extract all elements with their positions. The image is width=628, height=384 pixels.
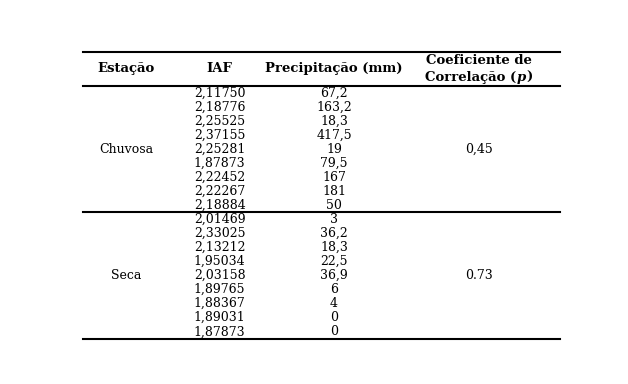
Text: Chuvosa: Chuvosa — [99, 143, 153, 156]
Text: 2,01469: 2,01469 — [194, 213, 246, 226]
Text: Estação: Estação — [97, 63, 154, 76]
Text: ): ) — [526, 71, 532, 84]
Text: 2,18884: 2,18884 — [194, 199, 246, 212]
Text: 2,22452: 2,22452 — [194, 171, 246, 184]
Text: 163,2: 163,2 — [316, 101, 352, 114]
Text: 2,37155: 2,37155 — [194, 129, 246, 142]
Text: Seca: Seca — [111, 269, 141, 282]
Text: 1,89765: 1,89765 — [194, 283, 246, 296]
Text: p: p — [517, 71, 526, 84]
Text: 36,9: 36,9 — [320, 269, 348, 282]
Text: 22,5: 22,5 — [320, 255, 348, 268]
Text: 1,89031: 1,89031 — [194, 311, 246, 324]
Text: 2,25281: 2,25281 — [194, 143, 246, 156]
Text: 67,2: 67,2 — [320, 86, 348, 99]
Text: 167: 167 — [322, 171, 346, 184]
Text: 2,18776: 2,18776 — [194, 101, 246, 114]
Text: Coeficiente de: Coeficiente de — [426, 54, 532, 67]
Text: 181: 181 — [322, 185, 346, 198]
Text: 18,3: 18,3 — [320, 241, 348, 254]
Text: 19: 19 — [326, 143, 342, 156]
Text: 2,11750: 2,11750 — [194, 86, 246, 99]
Text: 36,2: 36,2 — [320, 227, 348, 240]
Text: Correlação (: Correlação ( — [425, 71, 517, 84]
Text: 6: 6 — [330, 283, 338, 296]
Text: IAF: IAF — [207, 63, 232, 76]
Text: 0.73: 0.73 — [465, 269, 493, 282]
Text: 0,45: 0,45 — [465, 143, 493, 156]
Text: 1,95034: 1,95034 — [194, 255, 246, 268]
Text: 2,22267: 2,22267 — [194, 185, 246, 198]
Text: 0: 0 — [330, 325, 338, 338]
Text: 2,03158: 2,03158 — [194, 269, 246, 282]
Text: 1,88367: 1,88367 — [194, 297, 246, 310]
Text: Precipitação (mm): Precipitação (mm) — [265, 63, 403, 76]
Text: 2,33025: 2,33025 — [194, 227, 246, 240]
Text: 4: 4 — [330, 297, 338, 310]
Text: 18,3: 18,3 — [320, 114, 348, 127]
Text: 2,13212: 2,13212 — [194, 241, 246, 254]
Text: 417,5: 417,5 — [317, 129, 352, 142]
Text: 3: 3 — [330, 213, 338, 226]
Text: 0: 0 — [330, 311, 338, 324]
Text: 1,87873: 1,87873 — [194, 157, 246, 170]
Text: 50: 50 — [326, 199, 342, 212]
Text: 79,5: 79,5 — [320, 157, 348, 170]
Text: 2,25525: 2,25525 — [194, 114, 245, 127]
Text: 1,87873: 1,87873 — [194, 325, 246, 338]
